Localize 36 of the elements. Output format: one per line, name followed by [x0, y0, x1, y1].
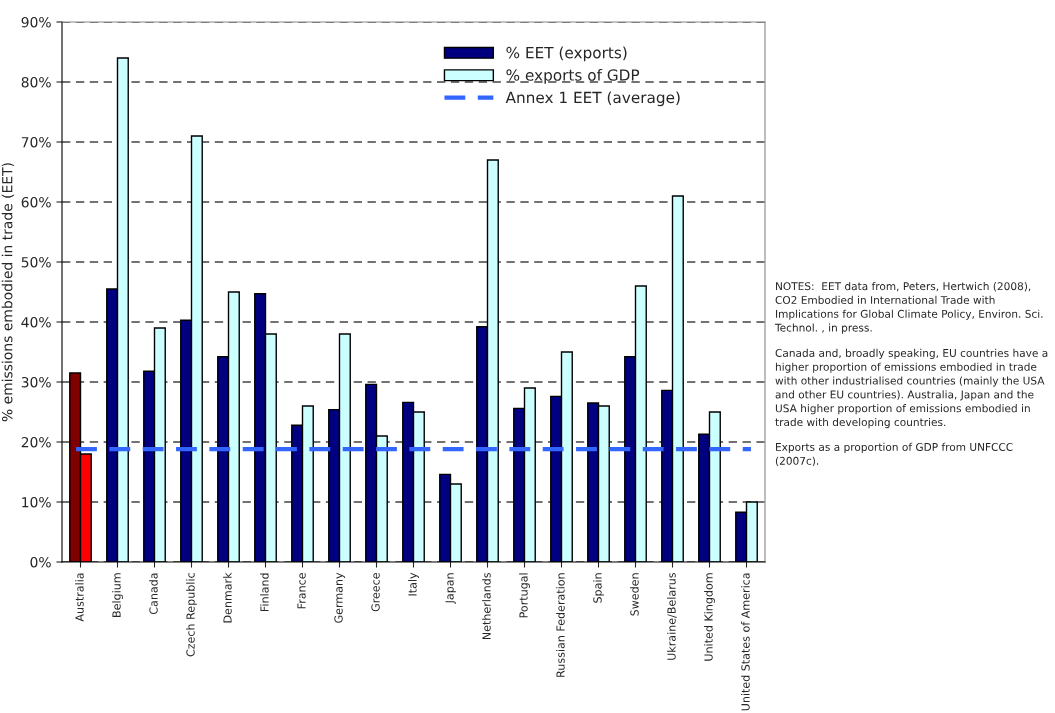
- x-tick-label: Russian Federation: [556, 573, 565, 677]
- x-tick-label: Japan: [445, 573, 456, 604]
- text: Canada and, broadly speaking, EU countries have a higher proportion of emissions embodied in trade with other industrialised countries (mainly the USA and other EU countries). Australia, Japan and the USA higher proportion of emissions embodied in trade with developing countries.: [775, 348, 1048, 429]
- y-tick-label: 40%: [21, 316, 51, 328]
- x-tick-label: Spain: [593, 573, 604, 603]
- y-tick-label: 80%: [21, 76, 51, 88]
- x-tick-label: Australia: [75, 573, 84, 622]
- x-tick-label: Germany: [334, 572, 345, 623]
- y-tick-label: 70%: [21, 136, 51, 148]
- y-tick-label: 50%: [21, 256, 51, 268]
- x-tick-label: Belgium: [112, 573, 123, 617]
- y-tick-label: 60%: [21, 196, 51, 208]
- x-tick-label: Canada: [149, 573, 158, 615]
- x-tick-label: Netherlands: [482, 572, 491, 640]
- text: NOTES: EET data from, Peters, Hertwich (2008), CO2 Embodied in International Trade with Implications for Global Climate Policy, Environ. Sci. Technol. , in press.: [774, 282, 1043, 334]
- x-tick-label: France: [297, 573, 306, 609]
- legend-label: % EET (exports): [506, 46, 627, 62]
- y-axis-title: % emissions embodied in trade (EET): [1, 163, 15, 422]
- x-tick-label: Sweden: [630, 573, 639, 616]
- x-tick-label: Portugal: [519, 573, 530, 618]
- x-tick-label: Italy: [408, 572, 419, 596]
- x-tick-label: Finland: [260, 573, 269, 612]
- x-tick-label: Czech Republic: [186, 573, 197, 657]
- x-tick-label: Denmark: [223, 572, 232, 623]
- x-tick-label: Ukraine/Belarus: [667, 572, 677, 660]
- y-tick-label: 0%: [30, 556, 51, 568]
- x-tick-label: United Kingdom: [704, 573, 715, 661]
- y-tick-label: 10%: [22, 496, 51, 508]
- y-tick-label: 90%: [21, 16, 51, 28]
- x-tick-label: Greece: [371, 573, 380, 612]
- legend-label: % exports of GDP: [506, 68, 640, 84]
- y-tick-label: 30%: [21, 376, 51, 388]
- y-tick-label: 20%: [21, 436, 51, 448]
- legend-label: Annex 1 EET (average): [505, 91, 680, 107]
- text: Exports as a proportion of GDP from UNFCCC (2007c).: [775, 442, 1013, 467]
- x-tick-label: United States of America: [741, 573, 750, 711]
